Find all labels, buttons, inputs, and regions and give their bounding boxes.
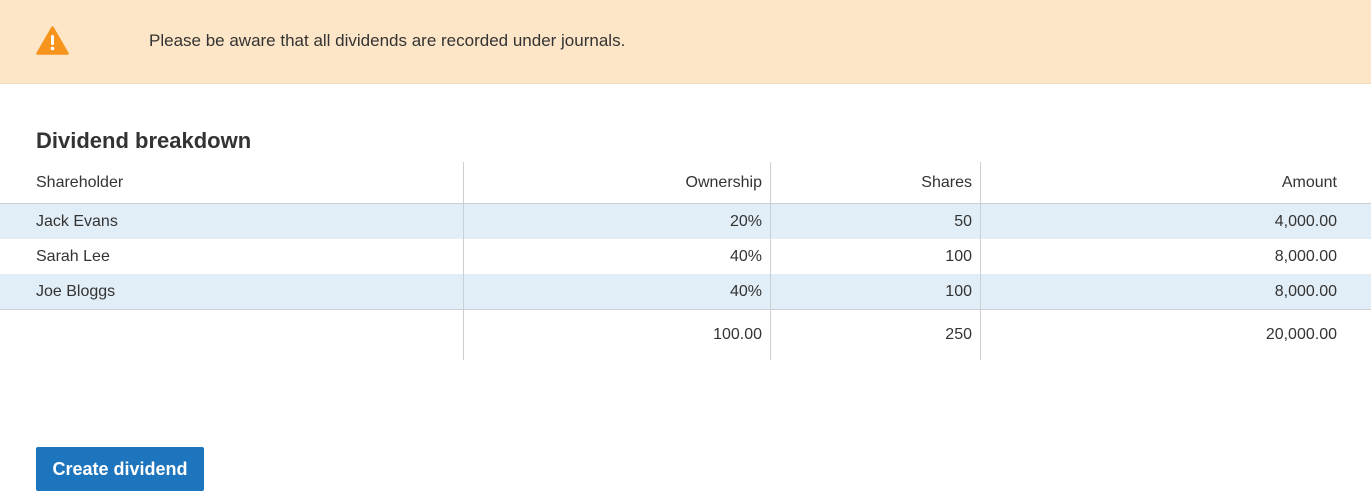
- amount-cell: 8,000.00: [1274, 282, 1337, 300]
- notice-banner: Please be aware that all dividends are r…: [0, 0, 1371, 84]
- section-title: Dividend breakdown: [36, 128, 252, 153]
- total-ownership: 100.00: [713, 326, 762, 343]
- shares-cell: 100: [945, 282, 972, 300]
- create-dividend-button[interactable]: Create dividend: [36, 447, 204, 491]
- ownership-cell: 40%: [729, 282, 762, 300]
- table-row: Joe Bloggs 40% 100 8,000.00: [0, 274, 1371, 310]
- shareholder-cell: Sarah Lee: [36, 247, 110, 265]
- amount-cell: 8,000.00: [1274, 247, 1337, 265]
- totals-row: 100.00 250 20,000.00: [0, 310, 1371, 360]
- table-row: Jack Evans 20% 50 4,000.00: [0, 204, 1371, 239]
- shares-cell: 100: [945, 247, 972, 265]
- table-row: Sarah Lee 40% 100 8,000.00: [0, 239, 1371, 274]
- shareholder-cell: Jack Evans: [36, 212, 118, 230]
- column-header-ownership: Ownership: [685, 173, 762, 191]
- ownership-cell: 20%: [729, 212, 762, 230]
- ownership-cell: 40%: [729, 247, 762, 265]
- shares-cell: 50: [954, 212, 972, 230]
- total-amount: 20,000.00: [1265, 326, 1337, 343]
- amount-cell: 4,000.00: [1274, 212, 1337, 230]
- notice-message: Please be aware that all dividends are r…: [149, 31, 626, 50]
- column-divider: [463, 162, 464, 360]
- table-header-row: Shareholder Ownership Shares Amount: [0, 162, 1371, 204]
- warning-triangle-icon: [36, 26, 69, 55]
- column-header-amount: Amount: [1281, 173, 1337, 191]
- shareholder-cell: Joe Bloggs: [36, 282, 116, 300]
- column-divider: [770, 162, 771, 360]
- column-header-shares: Shares: [921, 173, 972, 191]
- column-divider: [980, 162, 981, 360]
- total-shares: 250: [945, 326, 972, 343]
- column-header-shareholder: Shareholder: [36, 173, 124, 191]
